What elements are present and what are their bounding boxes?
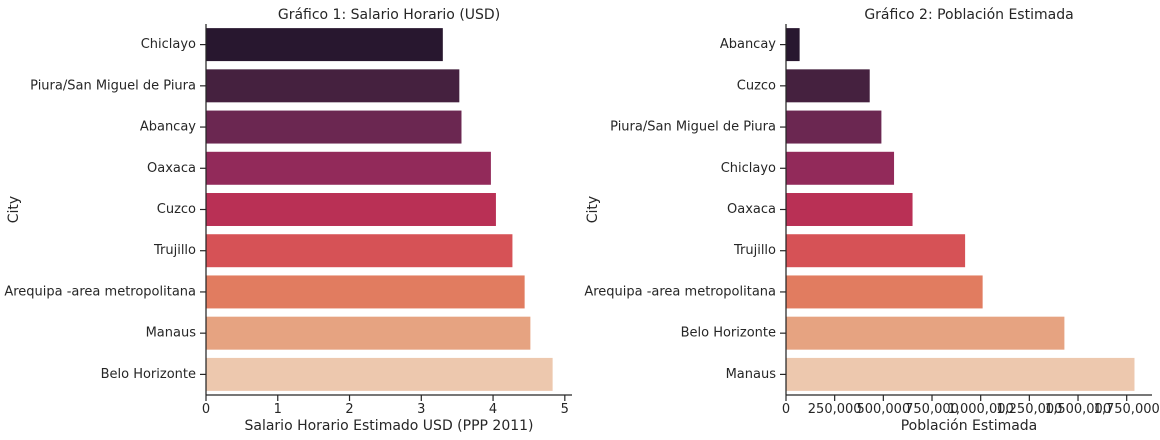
x-tick-label: 1,000,000 [948,402,1014,417]
bar-cuzco [786,69,870,103]
x-tick-label: 5 [561,402,569,417]
bar-oaxaca [206,151,491,185]
bar-trujillo [206,234,513,268]
y-axis-label: City [585,196,601,223]
bar-abancay [206,110,462,144]
y-tick-label: Cuzco [737,78,776,93]
x-axis-label: Población Estimada [901,418,1038,434]
bar-arequipa-area-metropolitana [786,275,983,309]
bar-manaus [786,357,1135,391]
x-tick-label: 1,250,000 [996,402,1062,417]
bar-piura-san-miguel-de-piura [786,110,882,144]
x-tick-label: 500,000 [856,402,910,417]
y-tick-label: Trujillo [153,243,196,258]
y-tick-label: Belo Horizonte [681,326,776,341]
y-tick-label: Manaus [726,367,777,382]
x-axis-label: Salario Horario Estimado USD (PPP 2011) [244,418,533,434]
x-tick-label: 1 [274,402,282,417]
bar-belo-horizonte [786,316,1065,350]
bar-cuzco [206,193,496,226]
bar-piura-san-miguel-de-piura [206,69,460,103]
bar-oaxaca [786,193,913,226]
y-tick-label: Manaus [146,326,197,341]
x-tick-label: 3 [417,402,425,417]
bar-chiclayo [786,151,895,185]
y-tick-label: Abancay [140,120,196,135]
bar-arequipa-area-metropolitana [206,275,525,309]
y-tick-label: Arequipa -area metropolitana [4,284,196,299]
bar-manaus [206,316,531,350]
x-tick-label: 2 [345,402,353,417]
x-tick-label: 1,750,000 [1094,402,1160,417]
x-tick-label: 0 [202,402,210,417]
x-tick-label: 4 [489,402,497,417]
chart-poblacion: Abancay Cuzco Piura/San Miguel de Piura Chi… [584,7,1159,434]
y-tick-label: Piura/San Miguel de Piura [610,120,776,135]
y-tick-label: Cuzco [157,202,196,217]
y-tick-label: Chiclayo [721,161,776,176]
y-tick-label: Chiclayo [141,37,196,52]
bar-trujillo [786,234,966,268]
y-tick-label: Arequipa -area metropolitana [584,284,776,299]
bar-abancay [786,28,800,62]
chart-title: Gráfico 2: Población Estimada [864,7,1073,23]
chart-title: Gráfico 1: Salario Horario (USD) [278,7,500,23]
x-tick-label: 250,000 [808,402,862,417]
chart-salario: Chiclayo Piura/San Miguel de Piura Abancay… [4,7,572,434]
x-tick-label: 1,500,000 [1045,402,1111,417]
bar-belo-horizonte [206,357,553,391]
y-axis-label: City [6,196,22,223]
bar-chiclayo [206,28,443,62]
y-tick-label: Abancay [720,37,776,52]
y-tick-label: Oaxaca [727,202,776,217]
x-tick-label: 750,000 [905,402,959,417]
y-tick-label: Trujillo [733,243,776,258]
x-tick-label: 0 [782,402,790,417]
y-tick-label: Belo Horizonte [101,367,196,382]
y-tick-label: Oaxaca [147,161,196,176]
y-tick-label: Piura/San Miguel de Piura [30,78,196,93]
